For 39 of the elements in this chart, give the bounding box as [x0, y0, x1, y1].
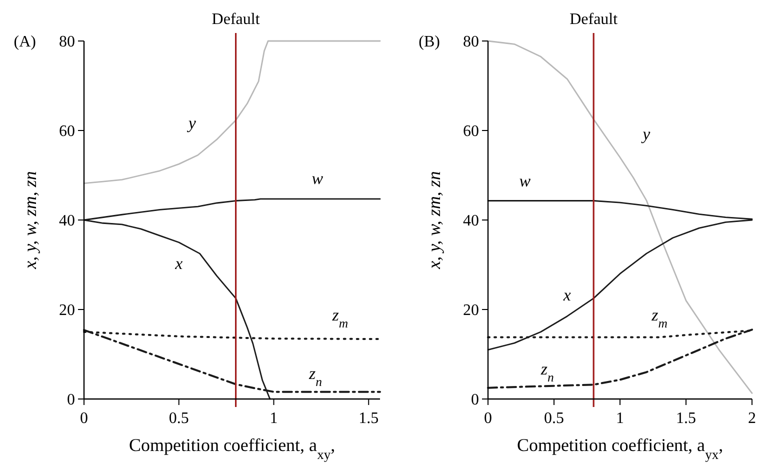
x-tick-label: 1 — [270, 410, 278, 427]
y-tick-label: 0 — [67, 392, 75, 409]
series-label: z$_{n}$ — [308, 364, 322, 389]
x-tick-label: 0.5 — [544, 410, 564, 427]
x-tick-label: 2 — [748, 410, 756, 427]
ref-line-label: Default — [212, 11, 260, 28]
y-tick-label: 0 — [471, 392, 479, 409]
y-tick-label: 60 — [59, 123, 75, 140]
x-axis-title: Competition coefficient, a$_{xy}$, — [128, 435, 336, 462]
y-tick-label: 20 — [463, 302, 479, 320]
y-tick-label: 40 — [59, 212, 75, 230]
series-label: x — [174, 254, 184, 274]
series-label: y — [640, 124, 651, 144]
y-tick-label: 60 — [463, 123, 479, 140]
series-label: z$_{m}$ — [331, 306, 348, 331]
chart-title: (A) — [14, 34, 36, 51]
chart-title: (B) — [418, 34, 440, 51]
series-label: y — [186, 113, 196, 132]
line-series — [83, 40, 381, 184]
series-label: z$_{n}$ — [540, 359, 554, 384]
ref-line-label: Default — [570, 11, 618, 28]
x-tick-label: 1.5 — [358, 410, 379, 427]
y-axis-title: x, y, w, zm, zn — [424, 171, 444, 270]
y-tick-label: 80 — [463, 34, 479, 51]
series-label: x — [562, 286, 572, 305]
x-tick-label: 0 — [80, 410, 88, 427]
line-series — [487, 40, 753, 394]
x-tick-label: 1.5 — [676, 410, 696, 427]
series-label: w — [312, 169, 324, 188]
x-axis-title: Competition coefficient, a$_{yx}$, — [516, 435, 724, 462]
y-tick-label: 80 — [59, 34, 75, 51]
y-axis-title: x, y, w, zm, zn — [20, 171, 40, 270]
series-label: w — [519, 171, 532, 190]
x-tick-label: 1 — [616, 410, 624, 427]
series-label: z$_{m}$ — [650, 306, 668, 331]
x-tick-label: 0.5 — [168, 410, 189, 427]
y-tick-label: 20 — [59, 302, 75, 320]
y-tick-label: 40 — [463, 212, 479, 230]
x-tick-label: 0 — [484, 410, 492, 427]
